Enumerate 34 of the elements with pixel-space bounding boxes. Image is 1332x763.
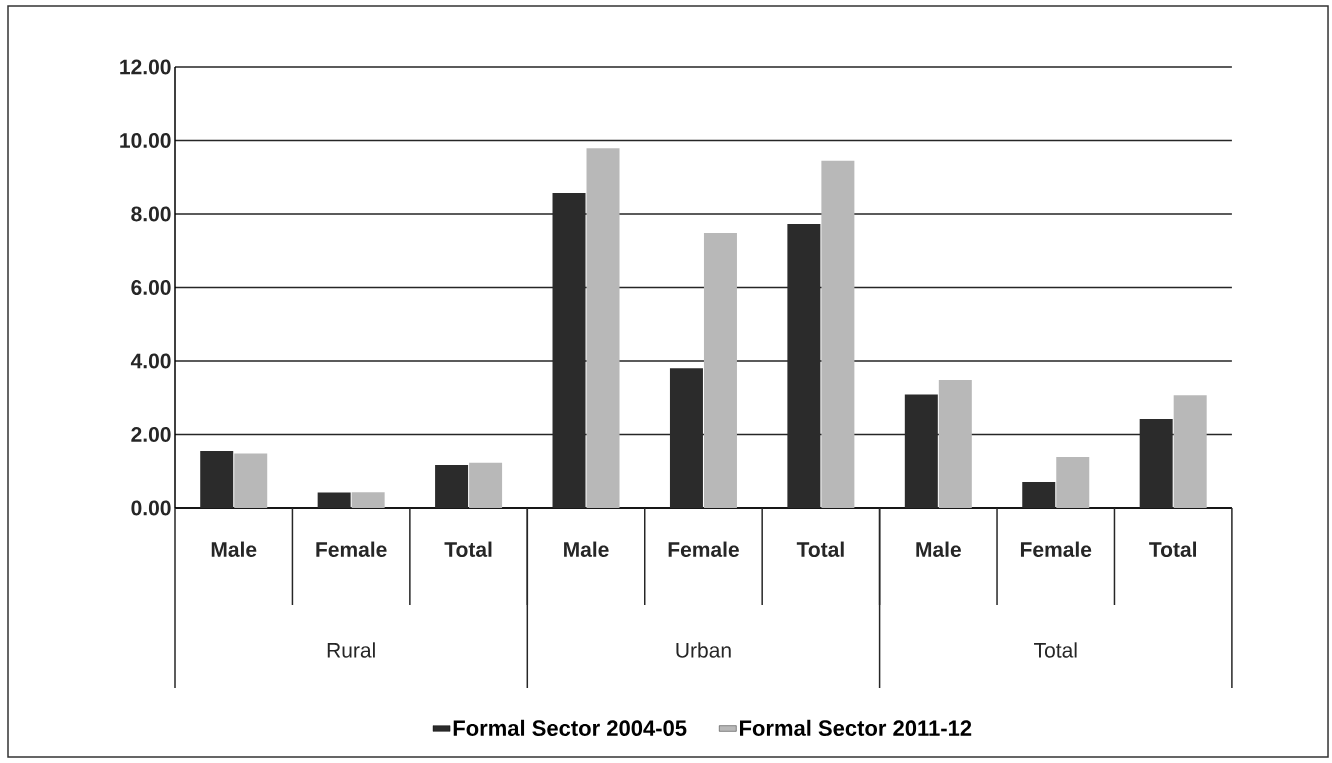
- bar: [351, 492, 385, 508]
- legend-label: Formal Sector 2004-05: [453, 719, 687, 736]
- bar: [317, 492, 351, 508]
- x-tick-label: Total: [1149, 541, 1196, 557]
- x-tick-label: Male: [916, 541, 961, 557]
- bar: [1022, 481, 1056, 508]
- bar: [435, 465, 469, 508]
- bar: [1173, 395, 1207, 508]
- bar: [234, 453, 268, 508]
- bar: [200, 451, 234, 508]
- x-tick-label: Total: [796, 541, 844, 557]
- x-tick-label: Female: [316, 541, 387, 557]
- text: Rural: [327, 642, 375, 658]
- legend-label: Formal Sector 2011-12: [740, 719, 972, 736]
- bar: [469, 462, 503, 508]
- x-tick-label: Male: [564, 541, 609, 557]
- bar: [938, 380, 972, 508]
- x-tick-label: Female: [1020, 541, 1092, 557]
- x-tick-label: Female: [668, 541, 739, 557]
- y-tick-label: 8.00: [131, 206, 171, 222]
- y-tick-label: 6.00: [131, 280, 171, 295]
- y-tick-label: 4.00: [130, 353, 171, 369]
- x-tick-label: Male: [211, 541, 257, 557]
- y-tick-label: 12.00: [120, 59, 171, 75]
- bar: [821, 160, 855, 508]
- bar: [1056, 456, 1090, 508]
- y-tick-label: 2.00: [131, 427, 171, 442]
- y-tick-label: 0.00: [131, 500, 171, 516]
- bar: [703, 233, 737, 508]
- bar: [586, 148, 620, 508]
- text: Total: [1034, 642, 1077, 658]
- text: Urban: [676, 642, 731, 658]
- y-tick-label: 10.00: [120, 133, 171, 148]
- x-tick-label: Total: [444, 541, 492, 557]
